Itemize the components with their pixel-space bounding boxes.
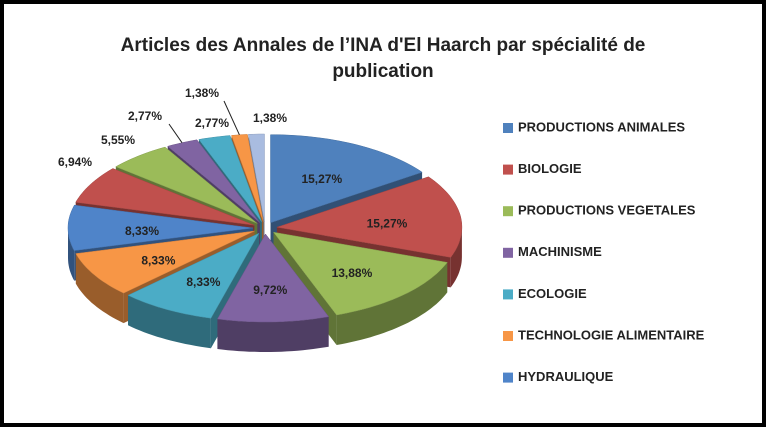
legend-label: PRODUCTIONS VEGETALES [518, 203, 696, 218]
leader-line [223, 100, 240, 136]
data-label: 1,38% [253, 111, 287, 125]
legend-swatch [503, 123, 513, 133]
slice [272, 231, 448, 316]
legend-label: TECHNOLOGIE ALIMENTAIRE [518, 327, 705, 342]
legend-swatch [503, 164, 513, 175]
legend-label: BIOLOGIE [518, 161, 582, 176]
data-label: 6,94% [58, 155, 92, 169]
chart-title: Articles des Annales de l’INA d'El Haarc… [121, 35, 646, 56]
slice [127, 232, 260, 319]
legend-swatch [503, 331, 513, 341]
data-label: 15,27% [301, 172, 342, 186]
legend-swatch [503, 372, 513, 383]
slice [270, 134, 423, 224]
data-label: 1,38% [185, 86, 219, 100]
slice-wall [217, 316, 329, 352]
legend-swatch [503, 289, 513, 300]
leader-line [168, 123, 183, 143]
legend-swatch [503, 206, 513, 217]
data-label: 5,55% [101, 133, 135, 147]
data-label: 13,88% [332, 266, 373, 280]
slice [75, 230, 255, 294]
data-label: 8,33% [186, 275, 220, 289]
legend-label: MACHINISME [518, 244, 602, 259]
legend-swatch [503, 247, 513, 258]
legend-label: ECOLOGIE [518, 286, 587, 301]
slice-wall [75, 253, 124, 324]
slice [115, 146, 258, 224]
slice [231, 134, 264, 223]
data-label: 2,77% [128, 109, 162, 123]
chart-title: publication [332, 61, 433, 82]
slice-wall [336, 262, 448, 345]
data-label: 8,33% [141, 254, 175, 268]
data-label: 8,33% [125, 224, 159, 238]
slice-wall [68, 228, 75, 281]
slice-wall [128, 295, 211, 349]
slice [276, 176, 463, 258]
slice [216, 233, 330, 323]
data-label: 9,72% [253, 283, 287, 297]
slice-wall [450, 227, 462, 288]
data-label: 2,77% [195, 116, 229, 130]
slice [198, 135, 263, 223]
data-label: 15,27% [367, 217, 408, 231]
legend-label: PRODUCTIONS ANIMALES [518, 119, 685, 134]
slice [248, 133, 265, 223]
slice [75, 168, 255, 226]
legend-label: HYDRAULIQUE [518, 369, 614, 384]
slice [67, 204, 254, 251]
